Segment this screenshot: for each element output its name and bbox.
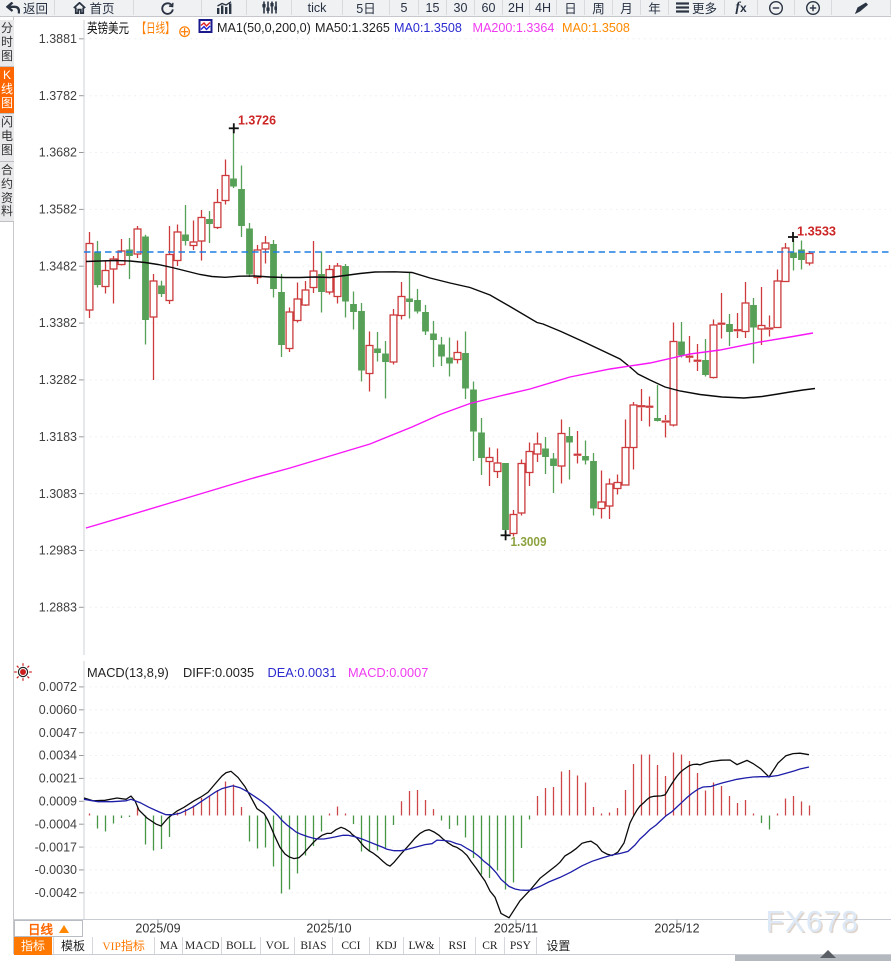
svg-text:MA0:1.3508: MA0:1.3508 — [394, 21, 462, 35]
svg-text:0.0021: 0.0021 — [39, 772, 77, 786]
svg-text:-0.0030: -0.0030 — [35, 863, 77, 877]
svg-text:1.3382: 1.3382 — [39, 316, 77, 330]
svg-text:FX678: FX678 — [767, 907, 860, 940]
svg-text:1.2983: 1.2983 — [39, 544, 77, 558]
svg-text:-0.0004: -0.0004 — [35, 817, 77, 831]
svg-text:FX678: FX678 — [766, 906, 859, 939]
svg-text:-0.0017: -0.0017 — [35, 840, 77, 854]
svg-text:1.3533: 1.3533 — [797, 224, 836, 239]
svg-text:0.0047: 0.0047 — [39, 726, 77, 740]
svg-text:1.3726: 1.3726 — [238, 113, 276, 128]
svg-text:2025/12: 2025/12 — [654, 922, 699, 936]
svg-text:0.0072: 0.0072 — [39, 680, 77, 694]
svg-text:MA1(50,0,200,0): MA1(50,0,200,0) — [217, 21, 311, 35]
svg-text:1.3482: 1.3482 — [39, 259, 77, 273]
svg-text:MA50:1.3265: MA50:1.3265 — [315, 21, 390, 35]
svg-text:0.0034: 0.0034 — [39, 749, 77, 763]
svg-text:1.3582: 1.3582 — [39, 203, 77, 217]
svg-text:MACD(13,8,9): MACD(13,8,9) — [87, 665, 169, 680]
svg-text:MA200:1.3364: MA200:1.3364 — [473, 21, 555, 35]
svg-text:1.3881: 1.3881 — [39, 32, 77, 46]
svg-text:MACD:0.0007: MACD:0.0007 — [348, 665, 428, 680]
svg-text:英镑美元: 英镑美元 — [87, 20, 129, 36]
svg-text:DIFF:0.0035: DIFF:0.0035 — [183, 665, 254, 680]
svg-text:1.3083: 1.3083 — [39, 487, 77, 501]
svg-text:1.2883: 1.2883 — [39, 601, 77, 615]
svg-text:0.0060: 0.0060 — [39, 703, 77, 717]
svg-text:1.3682: 1.3682 — [39, 146, 77, 160]
svg-text:-0.0042: -0.0042 — [35, 886, 77, 900]
svg-text:2025/11: 2025/11 — [494, 922, 538, 936]
svg-text:2025/10: 2025/10 — [306, 922, 351, 936]
svg-text:0.0009: 0.0009 — [39, 795, 77, 809]
svg-text:1.3009: 1.3009 — [511, 534, 547, 549]
svg-text:【日线】: 【日线】 — [137, 21, 175, 36]
svg-text:DEA:0.0031: DEA:0.0031 — [268, 665, 337, 680]
svg-text:2025/09: 2025/09 — [135, 922, 180, 936]
svg-text:1.3183: 1.3183 — [39, 430, 77, 444]
svg-text:1.3282: 1.3282 — [39, 373, 77, 387]
svg-text:MA0:1.3508: MA0:1.3508 — [562, 21, 630, 35]
svg-text:1.3782: 1.3782 — [39, 89, 77, 103]
